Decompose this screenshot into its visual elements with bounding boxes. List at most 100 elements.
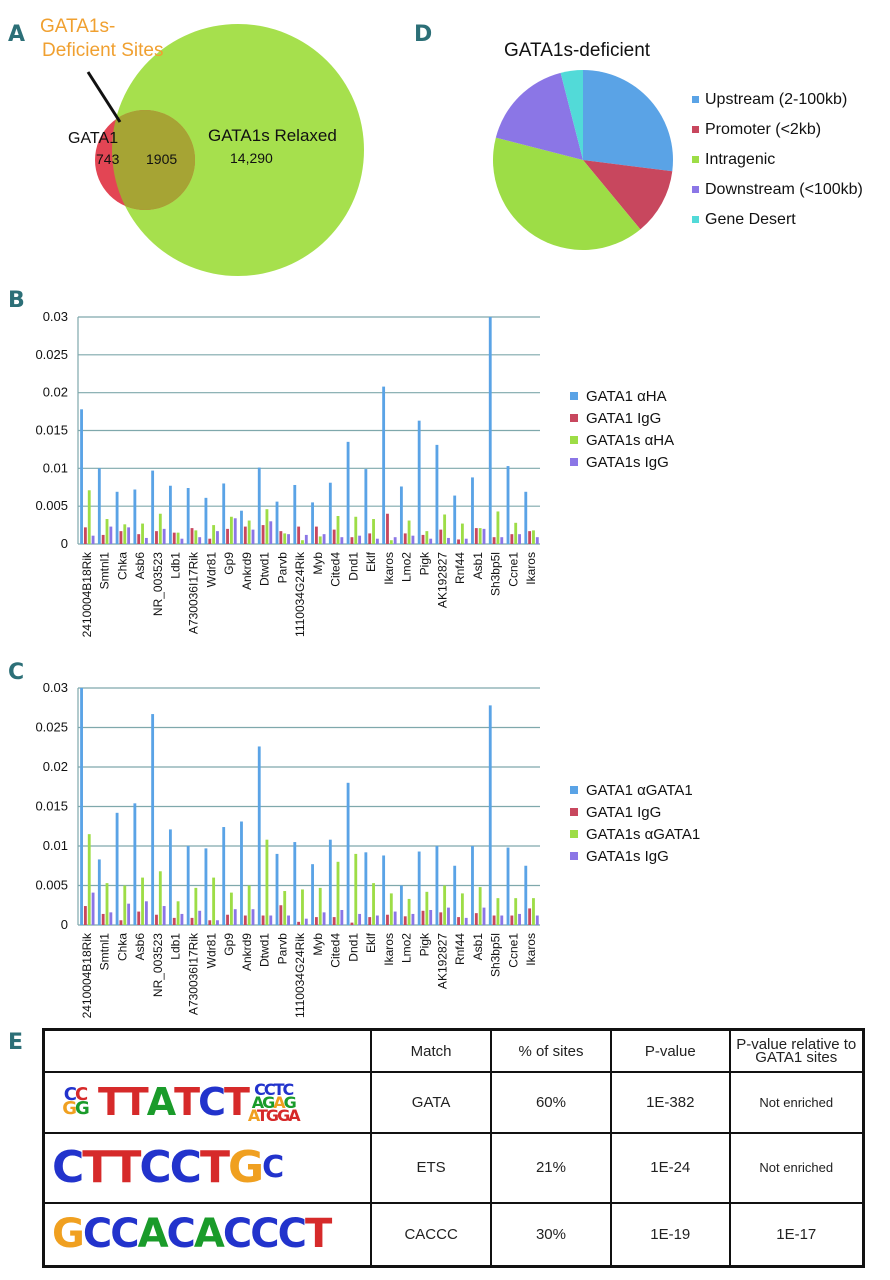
bar: [83, 906, 87, 925]
bar: [496, 511, 500, 544]
bar: [83, 527, 87, 544]
bar: [287, 915, 290, 925]
bar: [453, 865, 457, 925]
bar: [510, 915, 514, 925]
bar: [524, 865, 528, 925]
bar: [354, 853, 358, 925]
venn-diagram: GATA1s- Deficient Sites GATA1 743 1905 G…: [40, 16, 364, 276]
bar: [265, 839, 269, 925]
bar: [97, 859, 101, 925]
header-pvalue: P-value: [610, 1028, 731, 1073]
bar: [435, 444, 439, 544]
bar: [350, 922, 354, 925]
bar: [407, 898, 411, 925]
x-tick-label: Dtwd1: [258, 933, 272, 967]
bar: [346, 441, 350, 544]
bar: [478, 887, 482, 925]
pie-panel: GATA1s-deficient Upstream (2-100kb) Promo…: [493, 40, 863, 250]
bar: [97, 468, 101, 544]
bar: [500, 915, 504, 925]
x-tick-label: AK192827: [435, 552, 449, 608]
motif-logo-ets: C TT CC T G C: [52, 1142, 284, 1194]
bar: [119, 920, 123, 925]
bar: [492, 915, 496, 925]
legend-swatch: [570, 852, 578, 860]
chart-b: 0 0.005 0.01 0.015 0.02 0.025 0.03 2410004B18Ri…: [35, 309, 674, 637]
bar: [364, 852, 368, 925]
bar: [350, 537, 354, 544]
pie-legend-swatch: [692, 216, 699, 223]
bar: [372, 883, 375, 925]
x-tick-label: Ankrd9: [240, 552, 254, 590]
venn-left-label: GATA1: [68, 130, 118, 147]
venn-right-count: 14,290: [230, 150, 273, 166]
bar: [382, 855, 386, 925]
x-tick-label: 2410004B18Rik: [80, 551, 94, 637]
x-tick-label: 1110034G24Rik: [293, 932, 307, 1018]
bar: [474, 528, 478, 544]
venn-right-label: GATA1s Relaxed: [208, 126, 337, 145]
bar: [506, 847, 510, 925]
bar: [216, 531, 219, 544]
bar: [229, 516, 233, 544]
bar: [336, 861, 340, 925]
x-tick-label: NR_003523: [151, 933, 165, 997]
bar: [168, 829, 172, 925]
bar: [204, 497, 208, 544]
bar: [80, 409, 83, 544]
bar: [318, 887, 322, 925]
bar: [115, 491, 119, 544]
bar: [283, 533, 287, 544]
x-tick-label: Ikaros: [382, 552, 396, 585]
x-tick-label: Dtwd1: [258, 552, 272, 586]
bar: [447, 537, 450, 544]
motif-logo-gata: CC GG TT A T C T CCTC AGAG ATGGA: [62, 1079, 300, 1125]
panel-letter-b: B: [8, 288, 25, 313]
legend-label: GATA1 IgG: [586, 804, 661, 821]
bar: [87, 490, 91, 544]
x-tick-label: Rnf44: [453, 933, 467, 965]
bar: [91, 892, 95, 925]
x-tick-label: Ankrd9: [240, 933, 254, 971]
bar: [386, 914, 389, 925]
bar: [318, 536, 322, 544]
bar: [399, 486, 403, 544]
x-tick-label: Gp9: [222, 552, 236, 575]
bar: [447, 907, 450, 925]
bar: [340, 537, 344, 544]
bar: [109, 912, 113, 925]
bar: [222, 483, 226, 544]
pie-legend-label: Promoter (<2kb): [705, 121, 821, 138]
x-tick-label: Parvb: [275, 933, 289, 965]
bar: [247, 885, 251, 925]
bar: [158, 513, 162, 544]
x-tick-label: A730036I17Rik: [187, 551, 201, 634]
x-tick-label: 1110034G24Rik: [293, 551, 307, 637]
bar: [407, 520, 411, 544]
bar: [332, 529, 336, 544]
bar: [372, 519, 375, 544]
cell-pvalue: 1E-382: [610, 1071, 731, 1134]
header-logo: [42, 1028, 373, 1073]
pie-legend-swatch: [692, 156, 699, 163]
x-tick-label: Eklf: [364, 932, 378, 953]
bar: [358, 535, 362, 544]
y-tick-label: 0.005: [35, 878, 68, 893]
bar: [109, 526, 113, 544]
motif-logo-caccc: G CC A C A CCC T: [52, 1211, 332, 1258]
bar: [403, 533, 407, 544]
x-tick-label: Gp9: [222, 933, 236, 956]
bar: [279, 905, 283, 925]
x-tick-label: Chka: [115, 552, 129, 580]
x-tick-label: Asb6: [133, 933, 147, 961]
callout-pointer: [86, 71, 122, 123]
table-row: C TT CC T G C ETS 21% 1E-24 Not enriched: [42, 1131, 865, 1204]
bar: [144, 537, 148, 544]
bar: [464, 917, 468, 925]
bar: [176, 901, 180, 925]
x-tick-label: Pigk: [418, 932, 432, 956]
bar: [514, 522, 518, 544]
bar: [216, 920, 219, 925]
bar: [265, 509, 269, 544]
y-tick-label: 0.03: [43, 309, 68, 324]
